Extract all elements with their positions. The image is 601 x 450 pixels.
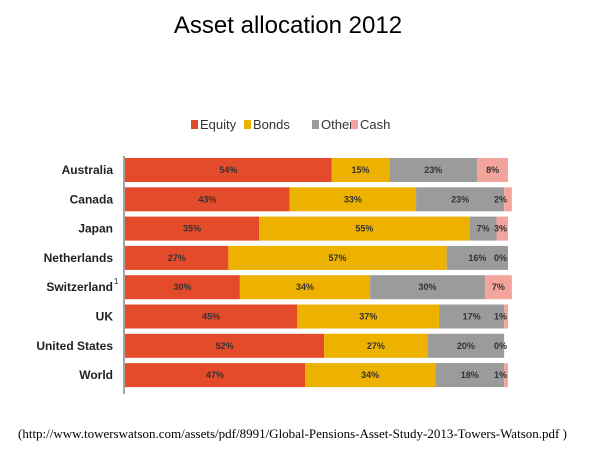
bar-row-united-states: 52% 27% 20% 0% bbox=[125, 333, 507, 358]
bar-segment-equity bbox=[125, 333, 325, 358]
data-label: 45% bbox=[202, 312, 220, 322]
legend-swatch bbox=[351, 120, 358, 129]
data-label: 0% bbox=[494, 253, 507, 263]
bar-row-canada: 43% 33% 23% 2% bbox=[125, 187, 512, 212]
data-label: 1% bbox=[494, 370, 507, 380]
bar-segment-equity bbox=[125, 216, 260, 241]
bar-segment-cash bbox=[504, 363, 508, 388]
data-label: 3% bbox=[494, 224, 507, 234]
category-label: Netherlands bbox=[44, 251, 114, 265]
chart-title: Asset allocation 2012 bbox=[174, 12, 402, 39]
data-label: 55% bbox=[355, 224, 373, 234]
bar-row-world: 47% 34% 18% 1% bbox=[125, 363, 508, 388]
data-label: 7% bbox=[477, 224, 490, 234]
bar-segment-bonds bbox=[305, 363, 436, 388]
data-label: 2% bbox=[494, 194, 507, 204]
data-label: 52% bbox=[216, 341, 234, 351]
bar-segment-cash bbox=[477, 158, 508, 182]
category-labels: Australia Canada Japan Netherlands Switzerla… bbox=[36, 163, 119, 382]
legend-swatch bbox=[312, 120, 319, 129]
data-label: 7% bbox=[492, 282, 505, 292]
data-label: 8% bbox=[486, 165, 499, 175]
legend-label: Cash bbox=[360, 117, 390, 132]
bar-segment-equity bbox=[125, 245, 229, 270]
bar-segment-cash bbox=[485, 275, 512, 300]
data-label: 34% bbox=[361, 370, 379, 380]
data-label: 57% bbox=[329, 253, 347, 263]
bar-segment-other bbox=[435, 363, 505, 388]
legend-item-bonds: Bonds bbox=[244, 117, 290, 132]
bar-row-switzerland: 30% 34% 30% 7% bbox=[125, 275, 512, 300]
bar-segment-bonds bbox=[297, 304, 440, 329]
bar-segment-bonds bbox=[324, 333, 428, 358]
legend: Equity Bonds Other Cash bbox=[191, 117, 390, 132]
data-label: 18% bbox=[461, 370, 479, 380]
bar-segment-other bbox=[446, 245, 508, 270]
bar-segment-bonds bbox=[289, 187, 417, 212]
bar-segment-bonds bbox=[228, 245, 447, 270]
chart: Asset allocation 2012 Equity Bonds Other Ca… bbox=[36, 12, 512, 394]
data-label: 17% bbox=[463, 312, 481, 322]
bar-segment-other bbox=[439, 304, 505, 329]
bar-segment-equity bbox=[125, 158, 332, 182]
bar-segment-cash bbox=[504, 187, 512, 212]
legend-swatch bbox=[191, 120, 198, 129]
bar-segment-bonds bbox=[331, 158, 390, 182]
data-label: 23% bbox=[424, 165, 442, 175]
data-label: 33% bbox=[344, 194, 362, 204]
legend-label: Other bbox=[321, 117, 354, 132]
bar-segment-equity bbox=[125, 304, 298, 329]
bar-row-japan: 35% 55% 7% 3% bbox=[125, 216, 508, 241]
bar-segment-other bbox=[370, 275, 486, 300]
legend-label: Bonds bbox=[253, 117, 290, 132]
legend-item-other: Other bbox=[312, 117, 354, 132]
category-label: United States bbox=[36, 339, 113, 353]
source-citation: (http://www.towerswatson.com/assets/pdf/… bbox=[18, 426, 567, 441]
bars: 54% 15% 23% 8% 43% 33% 23% 2% 35% 55% 7% 3% 27% 57% 16… bbox=[125, 158, 512, 388]
bar-segment-other bbox=[427, 333, 505, 358]
bar-segment-other bbox=[416, 187, 505, 212]
data-label: 27% bbox=[367, 341, 385, 351]
data-label: 15% bbox=[352, 165, 370, 175]
bar-segment-bonds bbox=[239, 275, 371, 300]
legend-item-equity: Equity bbox=[191, 117, 237, 132]
data-label: 35% bbox=[183, 224, 201, 234]
legend-swatch bbox=[244, 120, 251, 129]
category-label: Switzerland bbox=[46, 280, 113, 294]
data-label: 34% bbox=[296, 282, 314, 292]
data-label: 1% bbox=[494, 312, 507, 322]
bar-segment-other bbox=[469, 216, 497, 241]
data-label: 16% bbox=[468, 253, 486, 263]
category-label: World bbox=[79, 368, 113, 382]
bar-segment-equity bbox=[125, 275, 240, 300]
data-label: 27% bbox=[168, 253, 186, 263]
bar-row-australia: 54% 15% 23% 8% bbox=[125, 158, 508, 182]
bar-segment-bonds bbox=[259, 216, 470, 241]
data-label: 37% bbox=[359, 312, 377, 322]
data-label: 47% bbox=[206, 370, 224, 380]
legend-label: Equity bbox=[200, 117, 237, 132]
data-label: 30% bbox=[173, 282, 191, 292]
category-label: Australia bbox=[62, 163, 114, 177]
bar-segment-other bbox=[389, 158, 478, 182]
data-label: 54% bbox=[219, 165, 237, 175]
bar-segment-equity bbox=[125, 187, 290, 212]
data-label: 0% bbox=[494, 341, 507, 351]
category-label: Canada bbox=[70, 192, 114, 206]
category-footnote-mark: 1 bbox=[114, 277, 119, 286]
bar-segment-cash bbox=[504, 304, 508, 329]
bar-row-uk: 45% 37% 17% 1% bbox=[125, 304, 508, 329]
bar-segment-cash bbox=[496, 216, 508, 241]
category-label: Japan bbox=[78, 222, 113, 236]
legend-item-cash: Cash bbox=[351, 117, 390, 132]
bar-segment-equity bbox=[125, 363, 306, 388]
category-label: UK bbox=[96, 310, 114, 324]
data-label: 30% bbox=[419, 282, 437, 292]
data-label: 20% bbox=[457, 341, 475, 351]
bar-row-netherlands: 27% 57% 16% 0% bbox=[125, 245, 508, 270]
data-label: 23% bbox=[451, 194, 469, 204]
data-label: 43% bbox=[198, 194, 216, 204]
